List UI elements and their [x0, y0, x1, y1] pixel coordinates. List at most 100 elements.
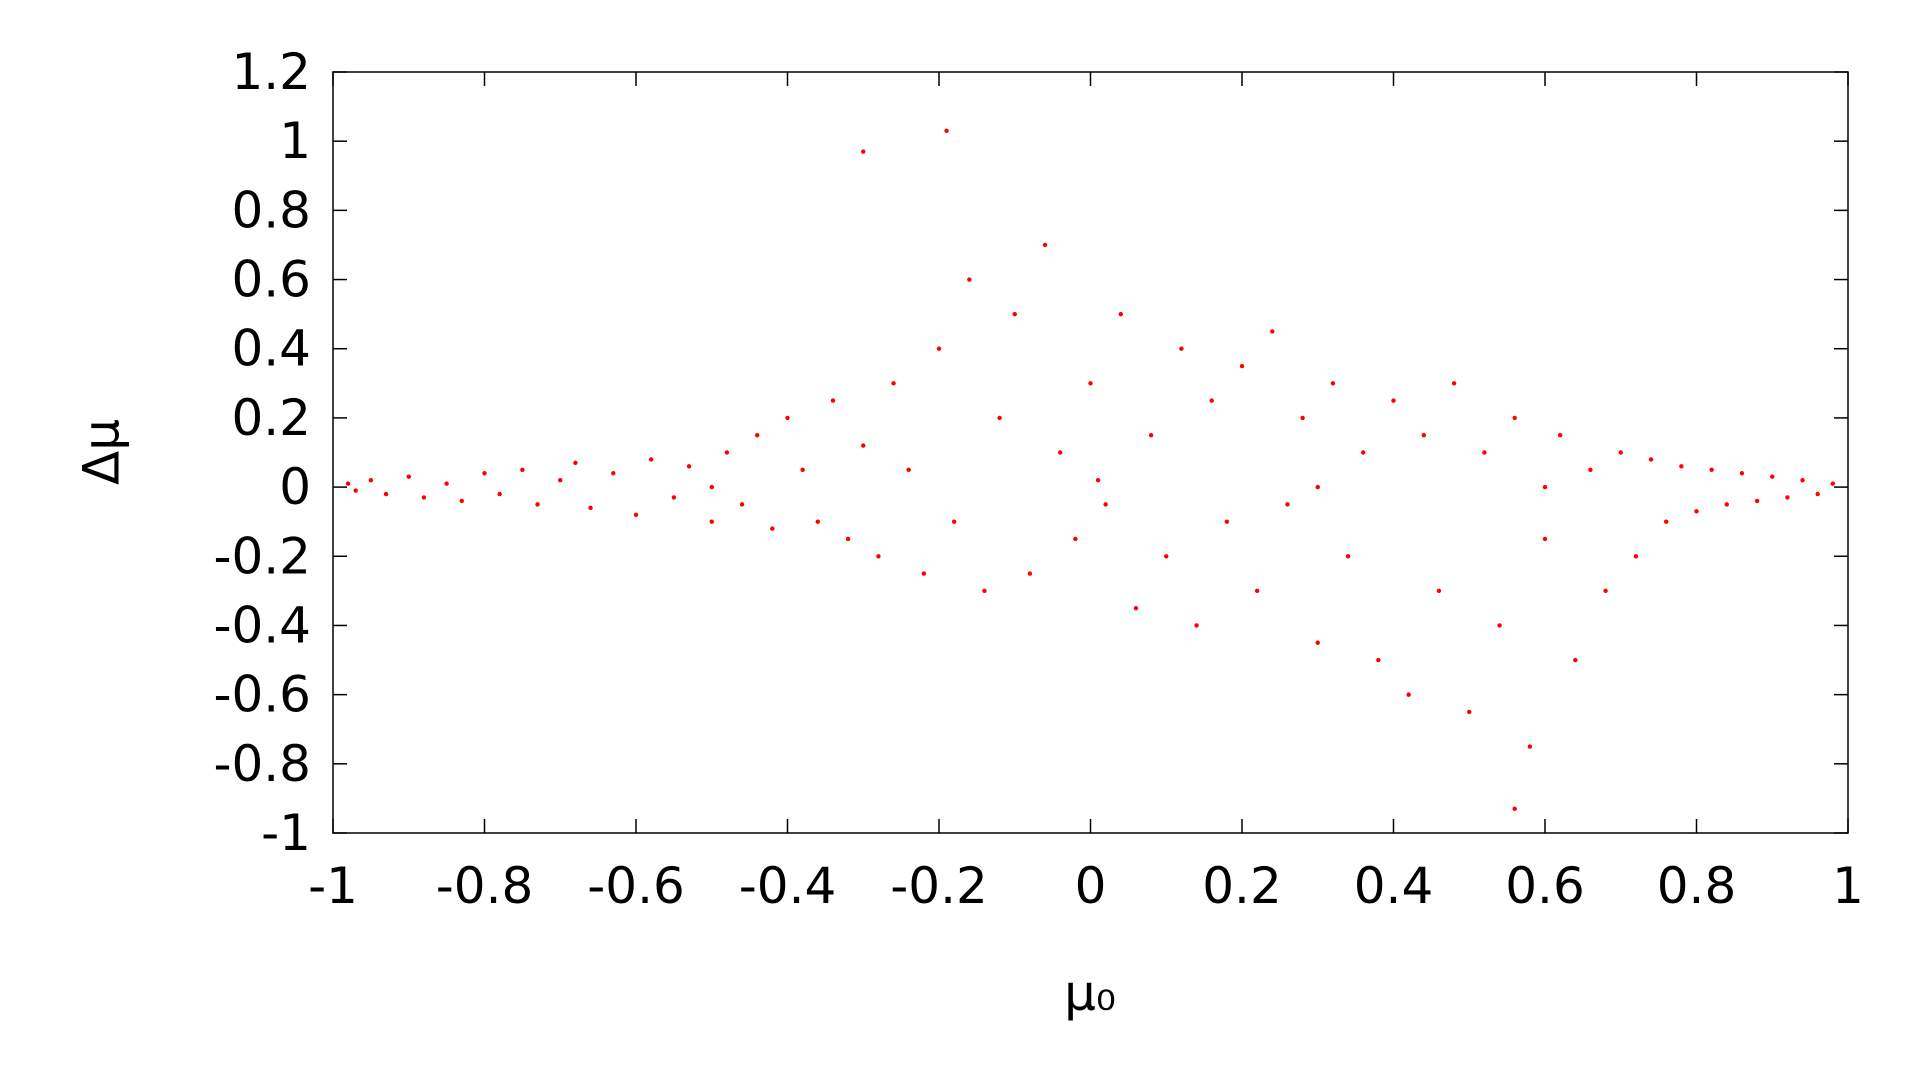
y-tick-label: 0.2 [231, 389, 311, 447]
point [520, 467, 525, 472]
point [1376, 657, 1381, 663]
point [1315, 640, 1320, 645]
point [1754, 498, 1760, 504]
x-tick-label: -0.2 [890, 857, 988, 915]
point [1451, 381, 1457, 386]
point [611, 471, 616, 476]
y-tick-label: -0.4 [213, 596, 311, 654]
point [1315, 484, 1320, 490]
point [1436, 588, 1442, 594]
point [1512, 415, 1517, 421]
point [800, 467, 805, 472]
point [739, 502, 745, 507]
point [1224, 519, 1230, 524]
point [709, 484, 714, 490]
y-tick-label: 0 [279, 458, 311, 516]
x-tick-label: 0.2 [1202, 857, 1282, 915]
point [1588, 467, 1593, 472]
point [1557, 433, 1563, 438]
x-tick-label: -1 [308, 857, 358, 915]
x-tick-label: -0.8 [436, 857, 534, 915]
point [406, 474, 411, 479]
point [1194, 623, 1199, 628]
point [1103, 502, 1108, 507]
y-axis-label: Δμ [73, 419, 131, 485]
point [1118, 311, 1124, 317]
point [421, 495, 427, 500]
point [1270, 329, 1275, 334]
y-tick-label: 1.2 [231, 43, 311, 101]
point [1815, 491, 1820, 497]
point [1042, 242, 1048, 248]
point [1164, 554, 1169, 559]
point [1830, 481, 1836, 486]
point [1739, 471, 1745, 476]
point [1542, 536, 1548, 542]
point [1209, 398, 1214, 403]
point [497, 491, 502, 497]
point [770, 526, 775, 531]
point [1012, 311, 1017, 317]
point [755, 433, 760, 438]
point [1133, 605, 1139, 611]
point [1770, 474, 1775, 479]
point [1285, 502, 1290, 507]
point [936, 346, 942, 351]
point [944, 128, 949, 134]
point [1300, 415, 1305, 421]
point [1709, 467, 1714, 472]
point [444, 481, 449, 486]
point [1027, 571, 1033, 576]
point [1095, 477, 1101, 483]
point [1467, 709, 1472, 715]
point [951, 519, 957, 524]
point [1512, 806, 1517, 811]
point [345, 481, 351, 486]
point [353, 488, 358, 493]
point [1058, 450, 1063, 455]
x-axis-label: μ₀ [1064, 964, 1116, 1022]
point [482, 471, 487, 476]
point [686, 464, 692, 469]
y-tick-label: 0.6 [231, 251, 311, 309]
point [459, 498, 464, 504]
point [891, 381, 896, 386]
point [861, 443, 866, 448]
point [785, 415, 790, 421]
point [535, 502, 540, 507]
point [1785, 495, 1790, 500]
y-tick-label: 0.4 [231, 320, 311, 378]
point [1618, 450, 1623, 455]
point [1406, 692, 1411, 697]
y-tick-label: -0.6 [213, 666, 311, 724]
point [997, 415, 1002, 421]
point [845, 536, 851, 542]
x-tick-label: 0.4 [1354, 857, 1434, 915]
point [1148, 433, 1154, 438]
point [1664, 519, 1669, 524]
point [967, 277, 972, 282]
point [982, 588, 987, 594]
point [1497, 623, 1502, 628]
point [633, 512, 639, 517]
point [861, 149, 866, 154]
point [1603, 588, 1608, 594]
point [1179, 346, 1184, 351]
x-tick-label: 1 [1832, 857, 1864, 915]
point [1330, 381, 1336, 386]
point [558, 477, 563, 483]
point [830, 398, 836, 403]
point [815, 519, 820, 524]
point [1088, 381, 1093, 386]
point [1633, 554, 1639, 559]
point [1239, 363, 1245, 369]
point [724, 450, 730, 455]
point [709, 519, 714, 524]
y-tick-label: -1 [261, 804, 311, 862]
point [368, 477, 374, 483]
point [1421, 433, 1427, 438]
point [573, 460, 578, 466]
point [1482, 450, 1487, 455]
